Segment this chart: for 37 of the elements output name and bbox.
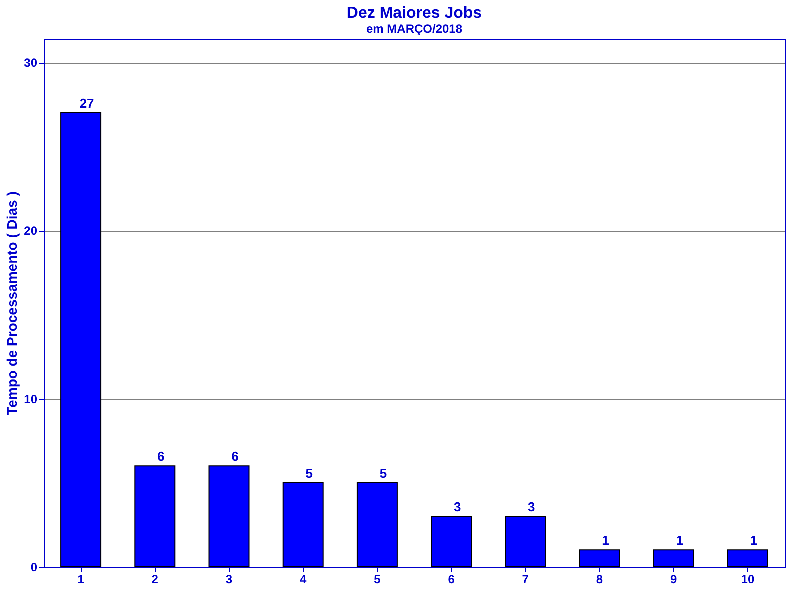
- x-tick-label: 7: [522, 572, 530, 586]
- bar: [282, 482, 324, 568]
- data-label: 6: [232, 449, 239, 464]
- y-tick-label: 10: [24, 392, 38, 406]
- data-label: 1: [602, 533, 610, 548]
- data-label: 27: [80, 96, 94, 111]
- x-tick-label: 3: [226, 572, 233, 586]
- bar: [653, 550, 694, 568]
- bar: [60, 112, 102, 568]
- bar: [431, 516, 472, 568]
- data-label: 5: [306, 466, 313, 481]
- x-tick-label: 1: [78, 572, 85, 586]
- x-tick-label: 6: [448, 572, 456, 586]
- data-label: 6: [158, 449, 165, 464]
- x-tick-label: 4: [300, 572, 308, 586]
- y-tick-label: 0: [30, 560, 38, 574]
- x-tick-label: 5: [374, 572, 382, 586]
- data-label: 3: [528, 500, 536, 515]
- data-label: 5: [380, 466, 388, 481]
- y-tick-label: 20: [24, 224, 38, 238]
- chart-subtitle: em MARÇO/2018: [366, 22, 463, 36]
- x-tick-label: 9: [670, 572, 678, 586]
- data-label: 3: [454, 500, 462, 515]
- x-tick-label: 10: [741, 572, 755, 586]
- bar: [134, 466, 176, 568]
- x-tick-label: 2: [152, 572, 159, 586]
- x-tick-label: 8: [596, 572, 604, 586]
- data-label: 1: [750, 533, 758, 548]
- chart-title: Dez Maiores Jobs: [346, 5, 482, 22]
- bar: [579, 550, 620, 568]
- bar: [727, 550, 768, 568]
- bar: [208, 466, 250, 568]
- data-label: 1: [676, 533, 684, 548]
- y-axis-title: Tempo de Processamento ( Dias ): [4, 192, 20, 416]
- y-tick-label: 30: [24, 56, 38, 70]
- bar: [356, 482, 398, 568]
- bar: [505, 516, 546, 568]
